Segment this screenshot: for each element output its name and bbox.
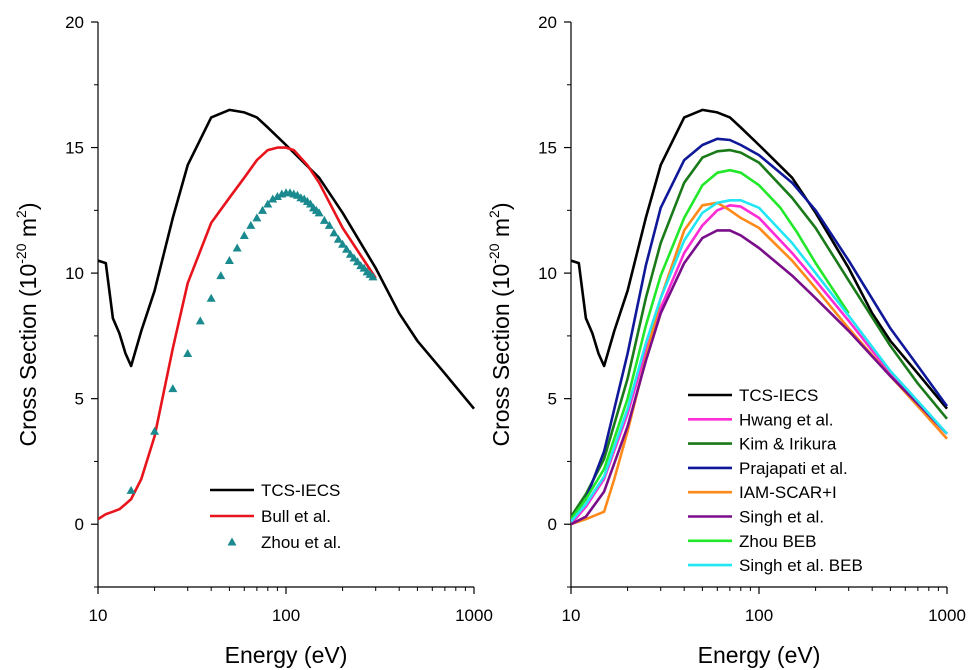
legend-label-zhou-et-al: Zhou et al. xyxy=(261,533,341,552)
y-axis-title-part: m xyxy=(488,218,514,244)
y-axis-title-part: ) xyxy=(15,202,41,210)
legend-label-singh-et-al-beb: Singh et al. BEB xyxy=(739,556,863,575)
right-chart-panel: 0 5 10 15 20 10 100 1000 Energy (eV) Cross Sectio… xyxy=(486,13,966,668)
y-tick-label: 20 xyxy=(65,13,84,32)
data-point-zhou-et-al xyxy=(252,213,262,222)
y-axis-title: Cross Section (10-20 m2) xyxy=(13,202,41,446)
y-tick-label: 15 xyxy=(538,139,557,158)
y-tick-label: 5 xyxy=(548,390,557,409)
series-line-tcs-iecs xyxy=(98,108,475,410)
series-line-zhou-beb xyxy=(571,168,850,520)
x-tick-label: 100 xyxy=(272,606,300,625)
y-axis-title-part: Cross Section (10 xyxy=(15,264,41,447)
legend-label-zhou-beb: Zhou BEB xyxy=(739,532,817,551)
data-point-zhou-et-al xyxy=(314,208,324,217)
y-tick-label: 5 xyxy=(75,390,84,409)
y-axis-title-part: m xyxy=(15,218,41,244)
data-point-zhou-et-al xyxy=(338,239,348,248)
data-point-zhou-et-al xyxy=(319,215,329,224)
data-point-zhou-et-al xyxy=(126,485,136,494)
y-axis-title-part: Cross Section (10 xyxy=(488,264,514,447)
data-point-zhou-et-al xyxy=(195,316,205,325)
y-axis-title: Cross Section (10-20 m2) xyxy=(486,202,514,446)
series-line-tcs-iecs xyxy=(571,108,948,410)
data-point-zhou-et-al xyxy=(150,426,160,435)
series-line-singh-et-al xyxy=(571,229,948,526)
legend-label-hwang-et-al: Hwang et al. xyxy=(739,410,834,429)
data-point-zhou-et-al xyxy=(329,228,339,237)
y-axis-title-superscript: 2 xyxy=(486,210,502,218)
x-tick-label: 10 xyxy=(562,606,581,625)
data-point-zhou-et-al xyxy=(268,194,278,203)
x-axis-title: Energy (eV) xyxy=(225,642,348,668)
plot-area xyxy=(98,108,475,521)
y-axis-title-superscript: 2 xyxy=(13,210,29,218)
data-point-zhou-et-al xyxy=(206,293,216,302)
x-tick-label: 100 xyxy=(745,606,773,625)
y-tick-label: 0 xyxy=(75,515,84,534)
legend-label-iam-scar-i: IAM-SCAR+I xyxy=(739,483,837,502)
data-point-zhou-et-al xyxy=(246,220,256,229)
data-point-zhou-et-al xyxy=(333,234,343,243)
y-tick-label: 20 xyxy=(538,13,557,32)
data-point-zhou-et-al xyxy=(224,256,234,265)
legend: TCS-IECS Hwang et al. Kim & Irikura Prajapa… xyxy=(688,386,863,575)
left-chart-panel: 0 5 10 15 20 10 100 1000 Energy (eV) Cross Sectio… xyxy=(13,13,493,668)
y-tick-label: 10 xyxy=(65,264,84,283)
data-point-zhou-et-al xyxy=(183,348,193,357)
x-tick-label: 10 xyxy=(89,606,108,625)
data-point-zhou-et-al xyxy=(324,220,334,229)
data-point-zhou-et-al xyxy=(263,199,273,208)
series-line-kim-irikura xyxy=(571,148,948,518)
data-point-zhou-et-al xyxy=(368,272,378,281)
plot-area xyxy=(571,108,948,526)
legend: TCS-IECS Bull et al. Zhou et al. xyxy=(210,481,341,552)
data-point-zhou-et-al xyxy=(272,192,282,201)
series-line-bull-et-al xyxy=(98,146,377,521)
y-axis-title-part: ) xyxy=(488,202,514,210)
legend-label-bull-et-al: Bull et al. xyxy=(261,507,331,526)
y-tick-label: 15 xyxy=(65,139,84,158)
legend-label-tcs-iecs: TCS-IECS xyxy=(739,386,818,405)
y-axis-title-superscript: -20 xyxy=(486,243,502,263)
legend-label-prajapati-et-al: Prajapati et al. xyxy=(739,459,848,478)
x-axis-title: Energy (eV) xyxy=(698,642,821,668)
legend-marker-zhou-et-al xyxy=(227,537,237,546)
x-tick-label: 1000 xyxy=(928,606,966,625)
y-tick-label: 10 xyxy=(538,264,557,283)
y-tick-label: 0 xyxy=(548,515,557,534)
data-point-zhou-et-al xyxy=(258,205,268,214)
legend-label-singh-et-al: Singh et al. xyxy=(739,508,824,527)
series-line-singh-et-al-beb xyxy=(571,199,948,523)
y-axis-title-superscript: -20 xyxy=(13,243,29,263)
data-point-zhou-et-al xyxy=(345,249,355,258)
data-point-zhou-et-al xyxy=(216,271,226,280)
data-point-zhou-et-al xyxy=(232,243,242,252)
data-point-zhou-et-al xyxy=(239,230,249,239)
data-point-zhou-et-al xyxy=(342,244,352,253)
series-line-prajapati-et-al xyxy=(571,137,948,520)
data-point-zhou-et-al xyxy=(168,384,178,393)
legend-label-kim-irikura: Kim & Irikura xyxy=(739,435,837,454)
legend-label-tcs-iecs: TCS-IECS xyxy=(261,481,340,500)
x-tick-label: 1000 xyxy=(455,606,493,625)
